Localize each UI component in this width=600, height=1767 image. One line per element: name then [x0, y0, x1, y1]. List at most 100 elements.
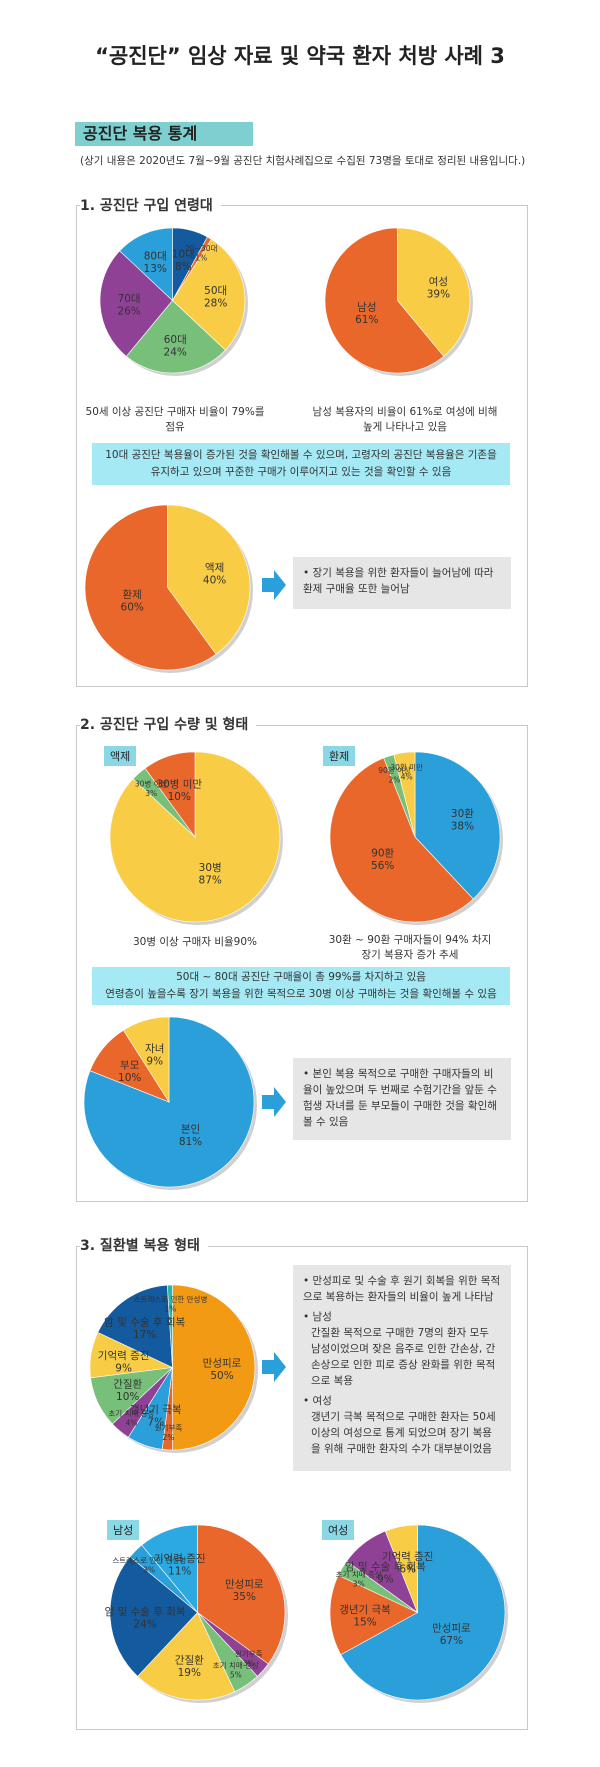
slice-label-0: 30병: [199, 862, 222, 874]
pill-caption-2: 장기 복용자 증가 추세: [361, 949, 459, 961]
slice-label-5: 스트레스로 인한 만성병: [112, 1555, 186, 1565]
slice-label-6: 암 및 수술 후 회복: [104, 1317, 185, 1329]
section-1-highlight: 10대 공진단 복용율이 증가된 것을 확인해볼 수 있으며, 고령자의 공진단…: [92, 443, 510, 485]
slice-label-2: 50대: [204, 285, 227, 297]
slice-label-4: 70대: [118, 293, 141, 305]
slice-label-5: 기억력 증진: [98, 1350, 150, 1362]
slice-label-4: 간질환: [113, 1379, 142, 1391]
slice-label-0: 본인: [181, 1124, 200, 1136]
note-heading: • 여성: [303, 1395, 332, 1407]
slice-value-4: 6%: [399, 1563, 416, 1575]
slice-value-3: 4%: [401, 773, 413, 782]
slice-value-3: 9%: [377, 1574, 394, 1586]
liquid-caption: 30병 이상 구매자 비율90%: [133, 936, 257, 948]
slice-label-2: 초기 치매 증상: [336, 1569, 382, 1579]
pill-caption-1: 30환 ~ 90환 구매자들이 94% 차지: [328, 934, 492, 946]
slice-value-0: 81%: [179, 1136, 202, 1148]
slice-value-6: 17%: [133, 1329, 156, 1341]
slice-label-1: 원기부족: [235, 1650, 263, 1659]
slice-label-1: 90환: [371, 847, 394, 859]
arrow-right-icon: [262, 570, 286, 600]
liquid-tag: 액제: [104, 746, 137, 766]
slice-value-1: 3%: [145, 789, 157, 798]
slice-value-5: 13%: [144, 263, 167, 275]
disease-note: • 만성피로 및 수술 후 원기 회복을 위한 목적으로 복용하는 환자들의 비…: [293, 1265, 511, 1471]
highlight-line-1: 10대 공진단 복용율이 증가된 것을 확인해볼 수 있으며, 고령자의 공진단…: [105, 449, 497, 461]
slice-label-6: 기억력 증진: [154, 1553, 206, 1565]
pie-slice-0: [397, 227, 471, 357]
pie-slice-0: [167, 504, 251, 655]
slice-value-1: 15%: [353, 1617, 376, 1629]
slice-label-0: 여성: [429, 276, 448, 288]
slice-label-2: 90환 이상: [378, 765, 411, 775]
slice-label-2: 초기 치매 증상: [213, 1660, 259, 1670]
section-3-title: 3. 질환별 복용 형태: [80, 1235, 208, 1255]
pie-slice-4: [99, 250, 173, 357]
pie-slice-3: [137, 1611, 236, 1701]
slice-value-0: 35%: [233, 1591, 256, 1603]
page-subtitle: (상기 내용은 2020년도 7월~9월 공진단 치험사례집으로 수집된 73명…: [80, 155, 526, 167]
slice-label-2: 갱년기 극복: [130, 1404, 182, 1416]
slice-value-3: 4%: [126, 1419, 138, 1428]
slice-label-3: 암 및 수술 후 회복: [345, 1561, 426, 1573]
section-2-highlight: 50대 ~ 80대 공진단 구매율이 총 99%를 차지하고 있음 연령층이 높…: [92, 967, 510, 1005]
pie-slice-6: [141, 1524, 198, 1614]
slice-value-4: 24%: [133, 1618, 156, 1630]
slice-value-3: 19%: [178, 1667, 201, 1679]
slice-label-1: 원기부족: [155, 1424, 183, 1433]
slice-value-7: 1%: [165, 1305, 177, 1314]
slice-value-2: 3%: [353, 1579, 365, 1588]
slice-label-7: 스트레스로 인한 만성병: [134, 1294, 208, 1304]
section-2-title: 2. 공진단 구입 수량 및 형태: [80, 714, 257, 734]
slice-label-1: 20~30대: [185, 244, 217, 253]
slice-label-3: 60대: [164, 334, 187, 346]
slice-value-2: 5%: [230, 1670, 242, 1679]
slice-label-3: 간질환: [175, 1654, 204, 1666]
note-paragraph: • 만성피로 및 수술 후 원기 회복을 위한 목적으로 복용하는 환자들의 비…: [303, 1275, 501, 1303]
highlight-line-1: 50대 ~ 80대 공진단 구매율이 총 99%를 차지하고 있음: [176, 971, 426, 983]
slice-value-1: 61%: [355, 314, 378, 326]
female-tag: 여성: [322, 1520, 355, 1540]
pie-slice-0: [172, 1284, 256, 1451]
pie-slice-2: [123, 1016, 170, 1104]
pie-slice-1: [329, 757, 474, 923]
arrow-right-icon: [262, 1087, 286, 1117]
age-caption: 50세 이상 공진단 구매자 비율이 79%를 점유: [85, 406, 265, 433]
slice-label-0: 만성피로: [225, 1579, 264, 1591]
slice-label-0: 액제: [205, 562, 224, 574]
section-header: 공진단 복용 통계: [75, 122, 253, 146]
highlight-line-2: 연령층이 높을수록 장기 복용을 위한 목적으로 30병 이상 구매하는 것을 …: [105, 988, 497, 1000]
pie-slice-5: [119, 227, 173, 302]
slice-label-1: 남성: [357, 302, 376, 314]
slice-value-1: 2%: [163, 1433, 175, 1442]
form-note: • 장기 복용을 위한 환자들이 늘어남에 따라 환제 구매율 또한 늘어남: [293, 557, 511, 609]
pie-slice-0: [197, 1524, 286, 1665]
note-paragraph: 간질환 목적으로 구매한 7명의 환자 모두 남성이었으며 잦은 음주로 인한 …: [311, 1327, 496, 1387]
slice-label-0: 10대: [172, 248, 195, 260]
slice-value-0: 50%: [210, 1370, 233, 1382]
slice-value-2: 28%: [204, 298, 227, 310]
slice-value-3: 24%: [164, 346, 187, 358]
slice-value-1: 1%: [195, 253, 207, 262]
slice-value-1: 56%: [371, 860, 394, 872]
slice-value-5: 9%: [115, 1362, 132, 1374]
slice-label-3: 초기 치매 증상: [108, 1408, 154, 1418]
slice-value-5: 3%: [143, 1566, 155, 1575]
slice-value-4: 26%: [117, 306, 140, 318]
slice-label-0: 만성피로: [432, 1623, 471, 1635]
gender-caption-1: 남성 복용자의 비율이 61%로 여성에 비해: [312, 406, 498, 418]
section-1-title: 1. 공진단 구입 연령대: [80, 195, 221, 215]
slice-label-1: 환제: [123, 589, 142, 601]
slice-value-0: 39%: [427, 288, 450, 300]
slice-value-0: 40%: [203, 575, 226, 587]
slice-label-1: 30병 이상: [135, 778, 168, 788]
slice-value-6: 11%: [168, 1566, 191, 1578]
slice-label-3: 30환 미만: [390, 762, 423, 772]
